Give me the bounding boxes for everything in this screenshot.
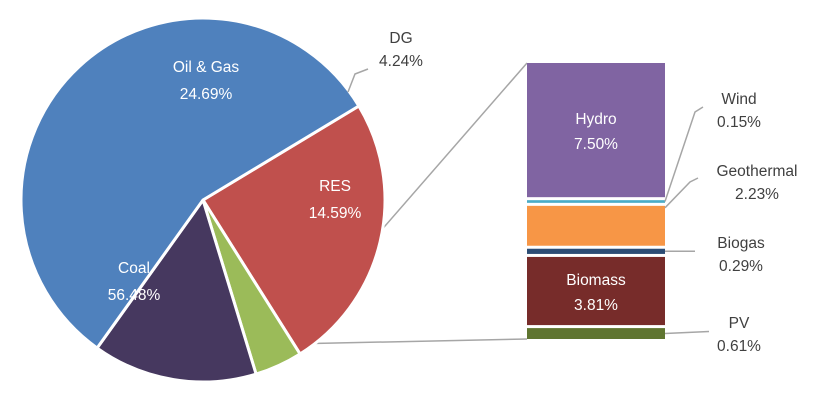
res-label: RES 14.59% bbox=[309, 178, 362, 222]
bar-pv-label: PV 0.61% bbox=[717, 315, 761, 355]
oil-gas-label: Oil & Gas 24.69% bbox=[173, 59, 240, 103]
breakdown-bar bbox=[527, 63, 665, 339]
bar-biogas-label: Biogas 0.29% bbox=[717, 235, 765, 275]
coal-label: Coal 56.48% bbox=[108, 260, 161, 304]
pie-slice-res bbox=[95, 198, 258, 384]
bar-wind-label: Wind 0.15% bbox=[717, 91, 761, 131]
bar-segment-biomass bbox=[527, 256, 665, 326]
geothermal-leader-line bbox=[664, 177, 699, 209]
bar-segment-pv bbox=[527, 328, 665, 339]
bar-geothermal-label: Geothermal 2.23% bbox=[717, 163, 798, 203]
leader-lines bbox=[347, 68, 710, 335]
dg-label: DG 4.24% bbox=[379, 30, 423, 70]
bar-segment-geothermal bbox=[527, 205, 665, 246]
wind-leader-line bbox=[664, 106, 704, 202]
bar-segment-hydro bbox=[527, 63, 665, 198]
pie-slices bbox=[19, 16, 387, 384]
bar-segment-wind bbox=[527, 200, 665, 203]
dg-leader-line bbox=[347, 68, 369, 93]
pv-leader-line bbox=[664, 330, 710, 335]
bar-hydro-label: Hydro 7.50% bbox=[574, 111, 618, 153]
pie-slice-coal bbox=[19, 16, 361, 350]
bar-biomass-label: Biomass 3.81% bbox=[566, 272, 626, 314]
pie-slice-oil-gas bbox=[201, 104, 387, 356]
data-labels: Oil & Gas 24.69% DG 4.24% RES 14.59% Coal 56.48… bbox=[108, 30, 798, 355]
bar-segment-biogas bbox=[527, 248, 665, 254]
